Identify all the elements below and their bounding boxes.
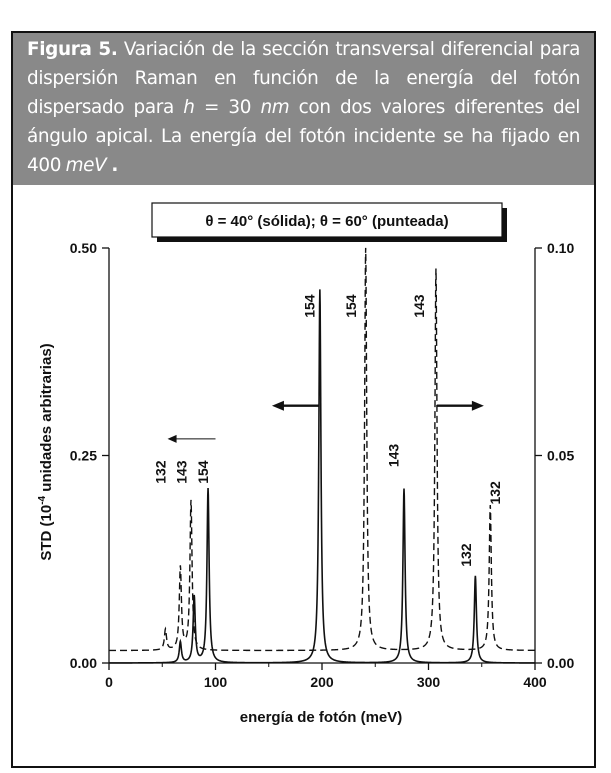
caption-text-2: = 30 [194,97,261,118]
y-right-tick-label: 0.05 [547,448,574,464]
plot-area: 0 100 200 300 4000.000.250.500.000.050.10132… [70,240,575,690]
legend: θ = 40° (sólida); θ = 60° (punteada) [151,202,507,242]
direction-arrow-head [271,400,284,411]
direction-arrow-head [167,434,177,443]
caption-unit-mev: meV [65,155,107,176]
y-right-tick-label: 0.10 [547,240,574,256]
peak-label: 154 [302,294,318,318]
y-left-tick-label: 0.00 [70,655,97,671]
peak-label: 154 [343,294,359,318]
legend-box [151,202,503,238]
x-axis-label: energía de fotón (meV) [240,709,403,726]
series-solid-line [109,289,535,664]
legend-text: θ = 40° (sólida); θ = 60° (punteada) [205,213,448,230]
peak-label: 154 [195,460,211,484]
peak-label: 132 [487,481,503,505]
y-left-tick-label: 0.25 [70,448,97,464]
caption-var-h: h [183,97,195,118]
peak-label: 143 [386,444,402,468]
caption-text-4: . [106,155,119,176]
series-dashed-line [109,247,535,652]
figure-caption: Figura 5. Variación de la sección transv… [13,33,594,185]
x-tick-label: 400 [523,674,547,690]
y-left-tick-label: 0.50 [70,240,97,256]
x-tick-label: 0 [105,674,113,690]
peak-label: 143 [411,294,427,318]
caption-text-3: con dos valores diferentes del ángulo ap… [27,97,580,176]
peak-label: 132 [152,460,168,484]
x-tick-label: 100 [204,674,228,690]
caption-text-1: Variación de la sección transversal dife… [27,39,581,118]
caption-unit-nm: nm [260,97,290,118]
y-right-tick-label: 0.00 [547,655,574,671]
x-tick-label: 200 [310,674,334,690]
direction-arrow-head [471,400,484,411]
x-tick-label: 300 [417,674,441,690]
y-axis-left-label: STD (10-4 unidades arbitrarias) [37,343,55,560]
caption-label: Figura 5. [27,39,118,60]
peak-label: 143 [174,460,190,484]
peak-label: 132 [458,543,474,567]
